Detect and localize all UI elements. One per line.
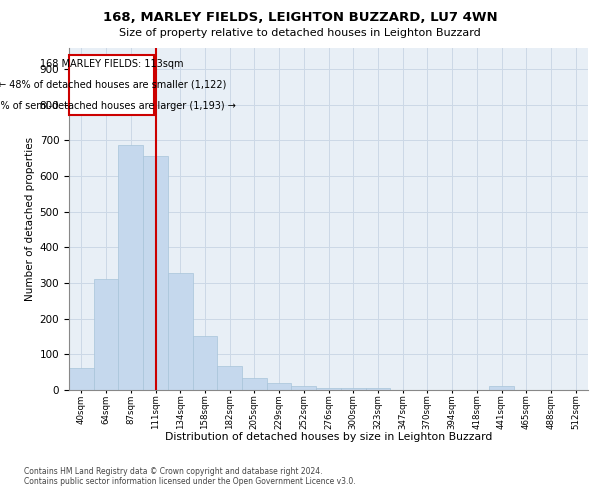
Bar: [316, 388, 341, 390]
Text: 168 MARLEY FIELDS: 113sqm: 168 MARLEY FIELDS: 113sqm: [40, 58, 184, 68]
Text: Size of property relative to detached houses in Leighton Buzzard: Size of property relative to detached ho…: [119, 28, 481, 38]
Bar: [365, 388, 390, 390]
Bar: [292, 386, 316, 390]
Bar: [94, 280, 118, 390]
Bar: [489, 386, 514, 390]
Text: 52% of semi-detached houses are larger (1,193) →: 52% of semi-detached houses are larger (…: [0, 101, 236, 111]
Bar: [193, 336, 217, 390]
Bar: [69, 368, 94, 390]
Text: 168, MARLEY FIELDS, LEIGHTON BUZZARD, LU7 4WN: 168, MARLEY FIELDS, LEIGHTON BUZZARD, LU…: [103, 11, 497, 24]
Text: Contains public sector information licensed under the Open Government Licence v3: Contains public sector information licen…: [24, 478, 356, 486]
Y-axis label: Number of detached properties: Number of detached properties: [25, 136, 35, 301]
Bar: [341, 388, 365, 390]
Text: Contains HM Land Registry data © Crown copyright and database right 2024.: Contains HM Land Registry data © Crown c…: [24, 468, 323, 476]
Bar: [118, 144, 143, 390]
Bar: [168, 273, 193, 390]
Text: ← 48% of detached houses are smaller (1,122): ← 48% of detached houses are smaller (1,…: [0, 80, 226, 90]
Bar: [143, 156, 168, 390]
Bar: [242, 378, 267, 390]
Bar: [217, 366, 242, 390]
Bar: [267, 383, 292, 390]
Text: Distribution of detached houses by size in Leighton Buzzard: Distribution of detached houses by size …: [165, 432, 493, 442]
Bar: [70, 54, 154, 116]
